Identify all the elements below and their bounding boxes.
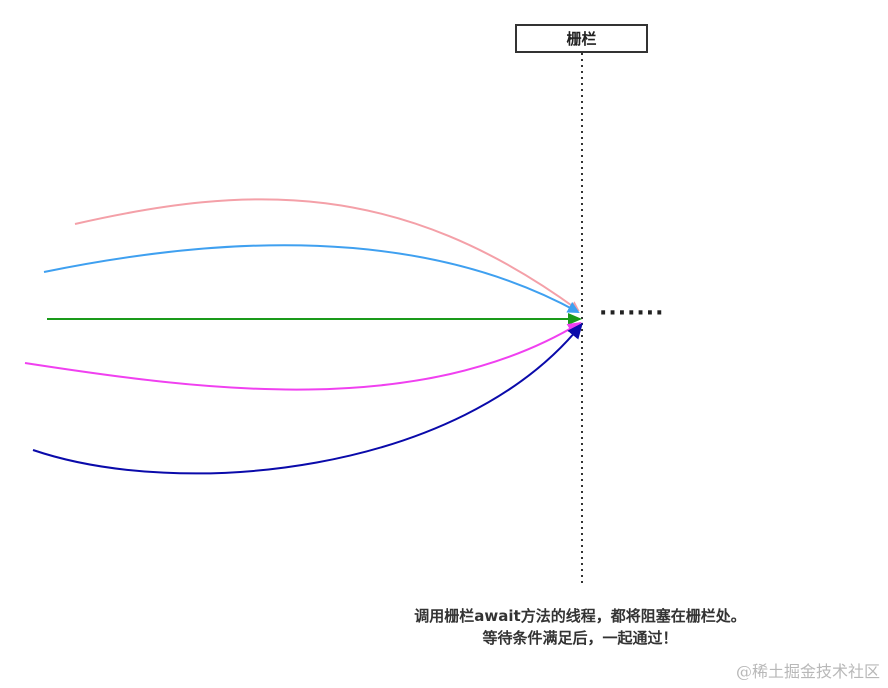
thread-arrow-pink bbox=[74, 198, 580, 312]
thread-arrow-blue bbox=[43, 244, 580, 313]
thread-arrow-magenta bbox=[24, 321, 582, 391]
barrier-label-box: 栅栏 bbox=[515, 24, 648, 53]
thread-arrow-navy bbox=[32, 322, 583, 475]
caption-line-1: 调用栅栏await方法的线程，都将阻塞在栅栏处。 bbox=[414, 607, 746, 625]
watermark: @稀土掘金技术社区 bbox=[735, 662, 880, 681]
continuation-ellipsis: ······· bbox=[599, 301, 665, 326]
caption-line-2: 等待条件满足后，一起通过！ bbox=[482, 629, 678, 647]
caption: 调用栅栏await方法的线程，都将阻塞在栅栏处。 等待条件满足后，一起通过！ bbox=[330, 605, 830, 649]
barrier-label: 栅栏 bbox=[566, 30, 597, 48]
